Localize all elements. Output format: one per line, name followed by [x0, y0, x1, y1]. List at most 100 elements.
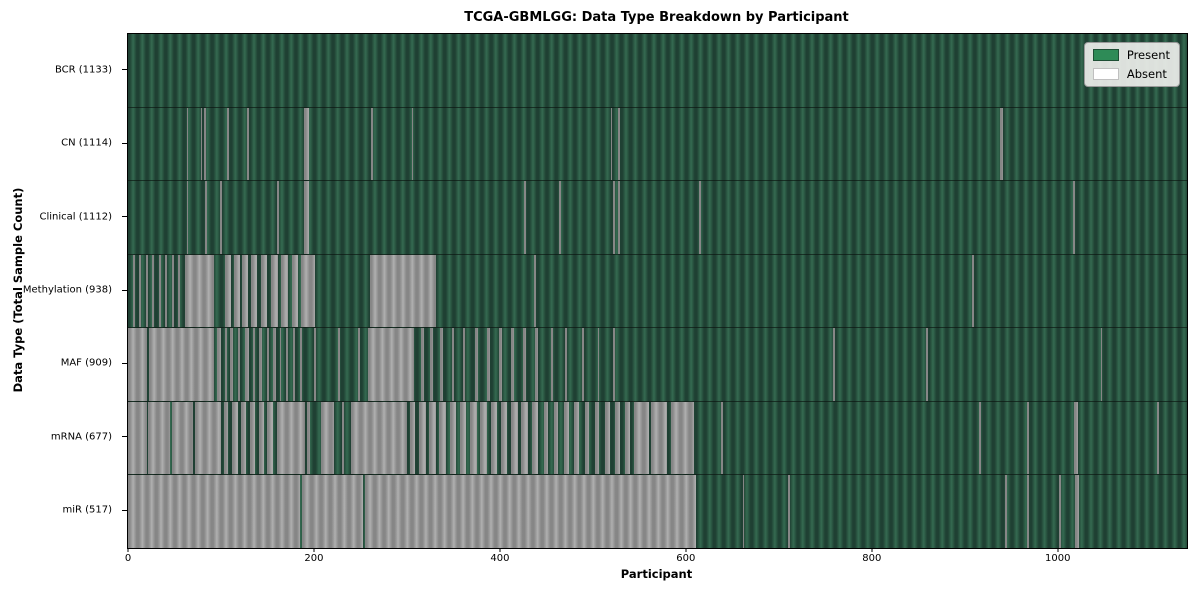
- absent-block: [523, 328, 526, 401]
- x-tick-mark: [499, 548, 501, 552]
- absent-block: [259, 328, 262, 401]
- absent-block: [429, 401, 436, 475]
- x-tick-mark: [871, 548, 873, 552]
- chart-title: TCGA-GBMLGG: Data Type Breakdown by Part…: [464, 10, 849, 25]
- absent-block: [128, 401, 147, 475]
- y-tick-mark: [122, 142, 127, 144]
- absent-block: [291, 254, 299, 328]
- row-bcr: [128, 34, 1187, 108]
- absent-block: [409, 401, 416, 475]
- absent-block: [498, 328, 502, 401]
- absent-block: [273, 328, 276, 401]
- absent-block: [698, 181, 701, 254]
- present-swatch-icon: [1092, 49, 1119, 61]
- absent-block: [194, 401, 221, 475]
- absent-block: [559, 181, 562, 254]
- x-tick-label: 400: [490, 553, 510, 564]
- absent-block: [165, 254, 168, 328]
- x-tick-label: 0: [124, 553, 132, 564]
- absent-block: [742, 475, 745, 549]
- absent-block: [419, 401, 426, 475]
- absent-block: [171, 254, 174, 328]
- absent-block: [625, 401, 631, 475]
- absent-block: [597, 328, 600, 401]
- absent-block: [480, 401, 487, 475]
- absent-block: [925, 328, 928, 401]
- absent-block: [217, 328, 221, 401]
- y-tick-label: miR (517): [62, 504, 112, 516]
- absent-block: [486, 328, 490, 401]
- absent-block: [369, 254, 436, 328]
- y-tick-mark: [122, 289, 127, 291]
- y-tick-mark: [122, 509, 127, 511]
- absent-block: [1004, 475, 1007, 549]
- absent-block: [367, 328, 415, 401]
- absent-block: [459, 401, 467, 475]
- y-tick-label: Clinical (1112): [39, 211, 113, 223]
- absent-block: [276, 401, 305, 475]
- absent-block: [543, 401, 549, 475]
- absent-block: [594, 401, 600, 475]
- absent-block: [303, 107, 310, 181]
- absent-block: [972, 254, 975, 328]
- row-clinical: [128, 181, 1187, 255]
- absent-block: [439, 401, 446, 475]
- absent-block: [237, 328, 241, 401]
- absent-block: [171, 401, 194, 475]
- absent-block: [1058, 475, 1061, 549]
- absent-block: [286, 328, 288, 401]
- absent-block: [535, 328, 539, 401]
- legend-entry-absent: Absent: [1092, 67, 1170, 81]
- absent-block: [252, 328, 256, 401]
- absent-block: [220, 181, 222, 254]
- absent-block: [721, 401, 724, 475]
- x-tick-mark: [313, 548, 315, 552]
- absent-block: [178, 254, 181, 328]
- absent-block: [500, 401, 508, 475]
- x-tick-mark: [1057, 548, 1059, 552]
- absent-block: [420, 328, 424, 401]
- absent-block: [617, 107, 620, 181]
- x-tick-label: 800: [862, 553, 882, 564]
- absent-block: [584, 401, 590, 475]
- absent-block: [511, 328, 514, 401]
- absent-block: [411, 107, 414, 181]
- absent-block: [145, 254, 148, 328]
- absent-block: [564, 401, 569, 475]
- absent-block: [511, 401, 518, 475]
- absent-block: [249, 401, 256, 475]
- absent-block: [242, 254, 248, 328]
- absent-block: [300, 328, 302, 401]
- y-tick-mark: [122, 436, 127, 438]
- absent-block: [1157, 401, 1160, 475]
- absent-block: [307, 401, 311, 475]
- absent-block: [531, 401, 539, 475]
- absent-block: [551, 328, 553, 401]
- absent-block: [205, 181, 208, 254]
- absent-block: [1100, 328, 1103, 401]
- absent-block: [370, 107, 373, 181]
- absent-block: [293, 328, 296, 401]
- absent-block: [301, 475, 364, 549]
- absent-block: [266, 328, 270, 401]
- absent-block: [313, 328, 316, 401]
- absent-block: [338, 328, 340, 401]
- absent-block: [490, 401, 498, 475]
- legend-present-label: Present: [1126, 48, 1170, 62]
- absent-block: [1027, 475, 1029, 549]
- x-tick-label: 200: [304, 553, 324, 564]
- absent-block: [250, 254, 258, 328]
- x-tick-label: 600: [676, 553, 696, 564]
- absent-block: [132, 254, 135, 328]
- absent-block: [615, 401, 620, 475]
- legend: Present Absent: [1083, 42, 1180, 87]
- absent-block: [610, 107, 613, 181]
- absent-block: [241, 401, 247, 475]
- absent-block: [474, 328, 478, 401]
- absent-block: [247, 107, 249, 181]
- absent-block: [470, 401, 477, 475]
- absent-block: [223, 401, 229, 475]
- absent-block: [430, 328, 433, 401]
- absent-block: [186, 181, 189, 254]
- absent-block: [365, 475, 697, 549]
